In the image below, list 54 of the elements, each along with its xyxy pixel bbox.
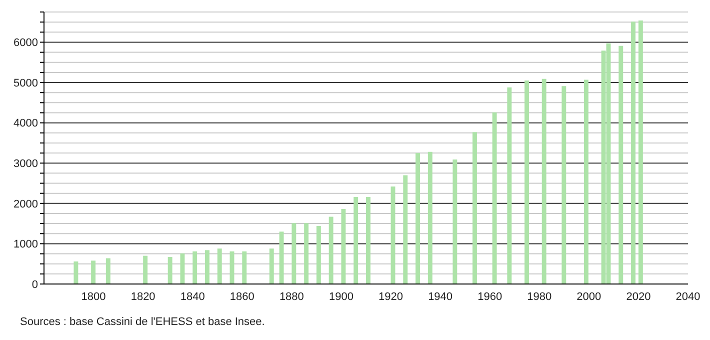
source-note: Sources : base Cassini de l'EHESS et base Insee. <box>20 316 266 328</box>
y-tick-label: 6000 <box>14 37 38 50</box>
bar <box>631 22 636 284</box>
y-tick-label: 5000 <box>14 77 38 90</box>
bar <box>618 46 624 284</box>
bar <box>143 256 148 284</box>
bar <box>304 223 309 284</box>
bar <box>562 86 566 284</box>
bar <box>242 251 247 284</box>
bar <box>316 226 321 284</box>
bar <box>217 248 222 284</box>
bar <box>472 132 477 284</box>
x-tick-label: 1960 <box>478 290 502 303</box>
y-tick-label: 2000 <box>14 198 38 210</box>
bar <box>542 78 546 284</box>
bar <box>428 152 432 284</box>
bar <box>205 250 210 284</box>
bar <box>638 20 643 284</box>
y-tick-label: 4000 <box>14 118 38 130</box>
bar <box>192 251 198 284</box>
x-tick-label: 2040 <box>676 290 700 303</box>
bar <box>91 260 96 284</box>
bar <box>279 232 284 284</box>
x-tick-label: 1840 <box>180 290 205 303</box>
x-tick-label: 1880 <box>279 290 304 303</box>
bar <box>341 209 346 284</box>
y-tick-label: 0 <box>32 278 38 291</box>
y-tick-label: 1000 <box>14 238 38 251</box>
bar <box>292 223 296 284</box>
bar <box>403 175 408 284</box>
x-tick-label: 1980 <box>527 290 552 303</box>
x-tick-label: 1920 <box>378 290 404 303</box>
x-tick-label: 1860 <box>230 290 254 303</box>
bar <box>584 80 588 284</box>
x-tick-label: 1900 <box>328 290 354 303</box>
bar <box>524 80 529 284</box>
bar <box>269 248 274 284</box>
y-tick-label: 3000 <box>14 158 38 170</box>
bar <box>507 87 512 284</box>
bar <box>354 196 358 284</box>
bar <box>366 196 370 284</box>
x-tick-label: 2020 <box>626 290 651 303</box>
bar <box>168 257 172 284</box>
x-tick-label: 1820 <box>130 290 156 303</box>
bar <box>74 261 78 284</box>
bar <box>328 216 334 284</box>
x-tick-label: 1940 <box>428 290 453 303</box>
bar <box>492 112 497 284</box>
bar <box>106 258 110 284</box>
bar <box>180 253 185 284</box>
x-tick-label: 1800 <box>81 290 106 303</box>
bar <box>452 159 458 284</box>
x-tick-label: 2000 <box>576 290 602 303</box>
bar <box>416 153 420 284</box>
